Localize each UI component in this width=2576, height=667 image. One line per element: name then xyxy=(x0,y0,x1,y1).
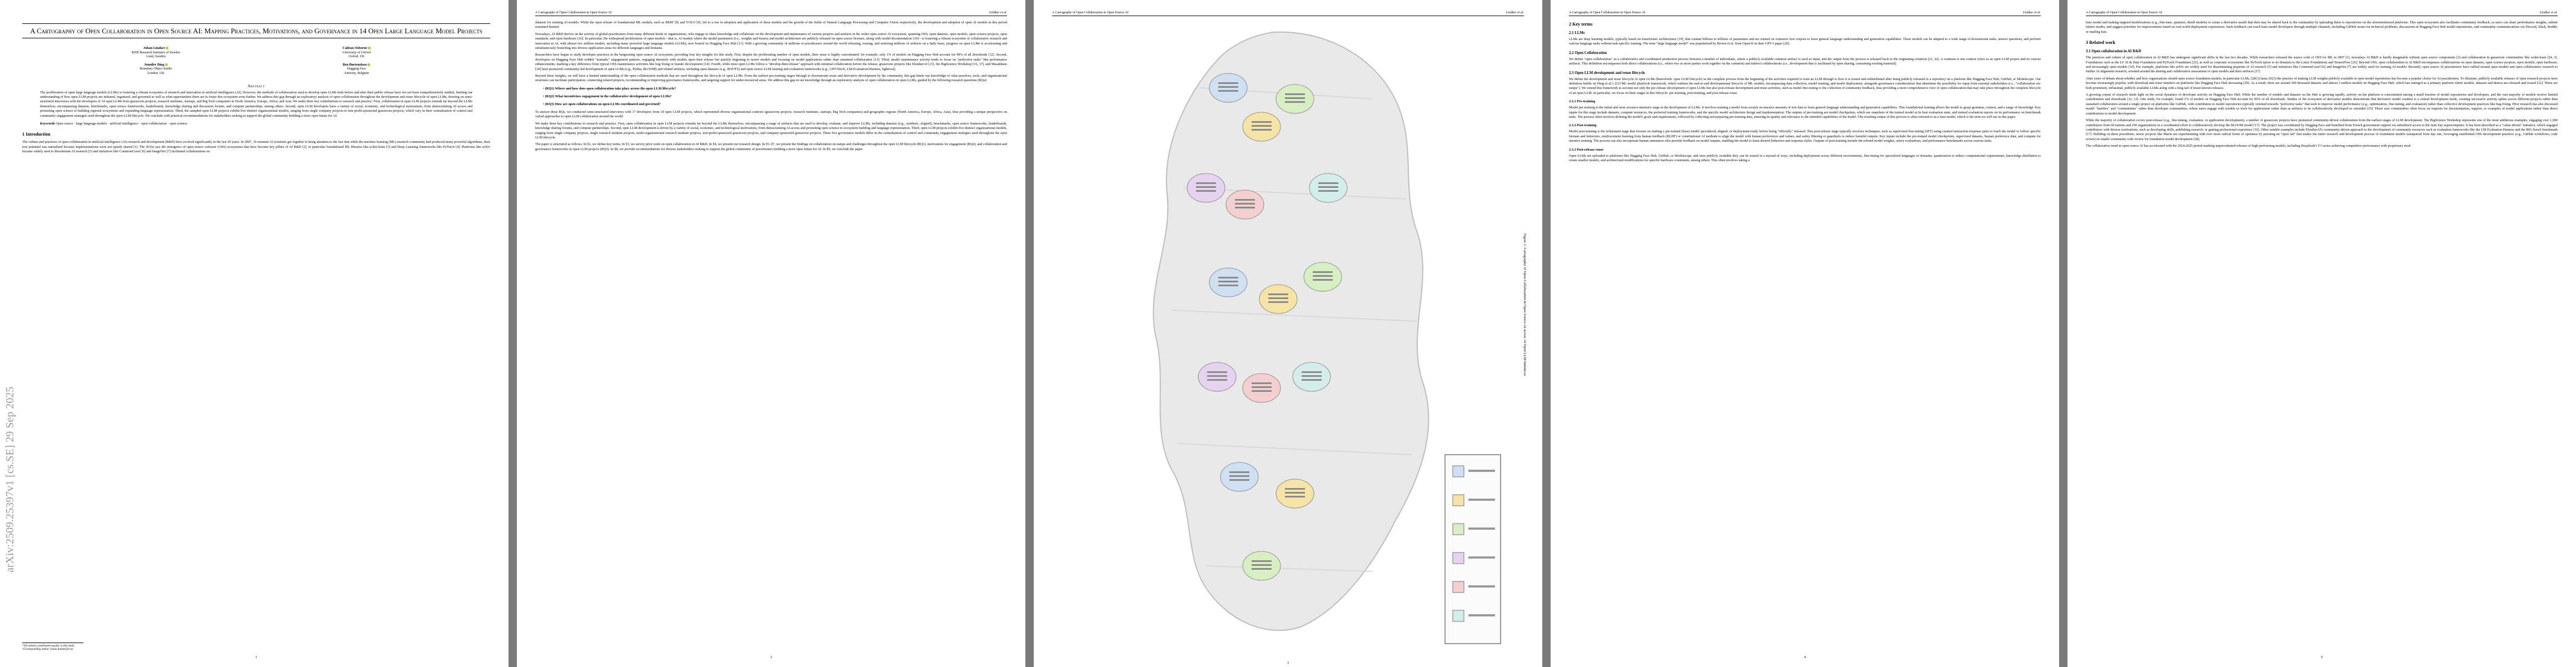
paragraph: Researchers have begun to study develope… xyxy=(535,53,1007,71)
research-question: • (RQ3) How are open collaborations on o… xyxy=(543,102,661,106)
figure-cluster xyxy=(1303,262,1342,292)
footnotes: *All authors contributed equally to this… xyxy=(22,642,83,651)
section-heading: 2 Key terms xyxy=(1569,22,1593,27)
legend-swatch xyxy=(1452,552,1464,564)
paragraph: We define "open collaboration" as a coll… xyxy=(1569,57,2041,66)
orcid-icon[interactable] xyxy=(166,47,169,50)
legend-swatch xyxy=(1452,465,1464,477)
research-question: • (RQ1) Where and how does open collabor… xyxy=(543,86,676,91)
figure-cluster xyxy=(1209,267,1248,297)
figure-cluster xyxy=(1209,73,1248,103)
orcid-icon[interactable] xyxy=(367,63,371,66)
figure-cluster xyxy=(1292,362,1331,392)
paragraph: We define the development and reuse life… xyxy=(1569,77,2041,95)
orcid-icon[interactable] xyxy=(165,63,168,66)
subsubsection-heading: 2.3.2 Post-training xyxy=(1569,123,1597,128)
intro-paragraph: The culture and practices of open collab… xyxy=(22,140,490,154)
page-number: 5 xyxy=(2320,655,2323,659)
paper-title: A Cartography of Open Collaboration in O… xyxy=(30,27,482,35)
page-number: 3 xyxy=(1287,661,1289,665)
paragraph: The collaborative trend in open source A… xyxy=(2086,144,2411,148)
page-number: 4 xyxy=(1803,655,1806,659)
running-header: A Cartography of Open Collaboration in O… xyxy=(2086,11,2558,16)
paragraph: The practices and culture of open collab… xyxy=(2086,56,2558,74)
paragraph: To answer these RQs, we conducted semi-s… xyxy=(535,109,1007,119)
author-entry: Ben Burtenshaw Hugging Face Antwerp, Belgi… xyxy=(256,63,457,76)
figure-cluster xyxy=(1242,112,1281,142)
paper-page-5: A Cartography of Open Collaboration in O… xyxy=(2067,0,2576,667)
author-entry: Cailean Osborne University of Oxford Oxfor… xyxy=(342,46,371,59)
author-block: Johan Linåker RISE Research Institutes of… xyxy=(56,46,457,76)
paragraph: datasets for training AI models. While t… xyxy=(535,21,1007,29)
subsection-heading: 2.1 LLMs xyxy=(1569,31,1585,35)
figure-cluster xyxy=(1220,462,1259,492)
keywords-line: Keywords Open source · large language mo… xyxy=(40,122,187,126)
legend-swatch xyxy=(1452,610,1464,622)
subsection-heading: 3.1 Open collaboration in AI R&D xyxy=(2086,49,2141,54)
paragraph: Model pre-training is the initial and mo… xyxy=(1569,106,2041,120)
paper-page-2: A Cartography of Open Collaboration in O… xyxy=(517,0,1025,667)
subsubsection-heading: 2.3.3 Post-release reuse xyxy=(1569,147,1604,152)
paragraph: A growing corpus of research sheds light… xyxy=(2086,93,2558,116)
section-heading-introduction: 1 Introduction xyxy=(22,132,51,137)
figure-cluster xyxy=(1309,173,1348,203)
running-header: A Cartography of Open Collaboration in O… xyxy=(1569,11,2041,16)
paragraph: The paper is structured as follows. In §… xyxy=(535,142,1007,151)
figure-cluster xyxy=(1242,551,1281,581)
abstract-heading: Abstract xyxy=(247,83,265,88)
figure-cluster xyxy=(1198,362,1237,392)
paper-page-4: A Cartography of Open Collaboration in O… xyxy=(1551,0,2059,667)
paragraph: Model post-training is the refinement st… xyxy=(1569,130,2041,143)
running-header: A Cartography of Open Collaboration in O… xyxy=(1052,11,1524,16)
paper-page-3: A Cartography of Open Collaboration in O… xyxy=(1034,0,1542,667)
figure-cluster xyxy=(1242,373,1281,403)
author-entry: Jennifer Ding Boundary Object Studio Londo… xyxy=(139,62,172,75)
arxiv-stamp: arXiv:2509.25397v1 [cs.SE] 29 Sep 2025 xyxy=(4,386,16,573)
subsection-heading: 2.3 Open LLM development and reuse lifec… xyxy=(1569,71,1645,75)
cartography-figure xyxy=(1062,21,1506,655)
legend-swatch xyxy=(1452,581,1464,593)
paragraph: Open LLMs are uploaded to platforms like… xyxy=(1569,153,2041,163)
research-question: • (RQ2) What incentivizes engagement in … xyxy=(543,94,672,98)
paper-page-1: arXiv:2509.25397v1 [cs.SE] 29 Sep 2025 A… xyxy=(0,0,509,667)
figure-cluster xyxy=(1275,84,1314,114)
subsection-heading: 2.2 Open Collaboration xyxy=(1569,51,1607,55)
author-entry: Johan Linåker RISE Research Institutes of… xyxy=(132,46,180,59)
figure-cluster xyxy=(1187,173,1225,203)
paragraph: Beyond these insights, we still have a l… xyxy=(535,74,1007,83)
legend-swatch xyxy=(1452,494,1464,506)
figure-cluster xyxy=(1275,479,1314,509)
paragraph: While the majority of collaboration occu… xyxy=(2086,118,2558,141)
section-heading: 3 Related work xyxy=(2086,40,2116,46)
figure-cluster xyxy=(1259,284,1298,314)
abstract-text: The proliferation of open large language… xyxy=(40,90,472,118)
subsubsection-heading: 2.3.1 Pre-training xyxy=(1569,99,1596,104)
page-number: 2 xyxy=(770,655,773,659)
orcid-icon[interactable] xyxy=(367,47,371,50)
paragraph: LLMs are deep learning models, typically… xyxy=(1569,37,2041,46)
legend-swatch xyxy=(1452,523,1464,535)
paragraph: Nowadays, AI R&D thrives on the activity… xyxy=(535,32,1007,51)
paragraph: base model and making targeted modificat… xyxy=(2086,21,2558,34)
paragraph: We make three key contributions to resea… xyxy=(535,121,1007,140)
figure-cluster xyxy=(1225,190,1264,220)
page-number: 1 xyxy=(255,655,257,659)
running-header: A Cartography of Open Collaboration in O… xyxy=(535,11,1007,16)
figure-caption: Figure 1: Cartography of Open Collaborat… xyxy=(1523,233,1527,376)
paragraph: After years of debate about whether and … xyxy=(2086,76,2558,90)
